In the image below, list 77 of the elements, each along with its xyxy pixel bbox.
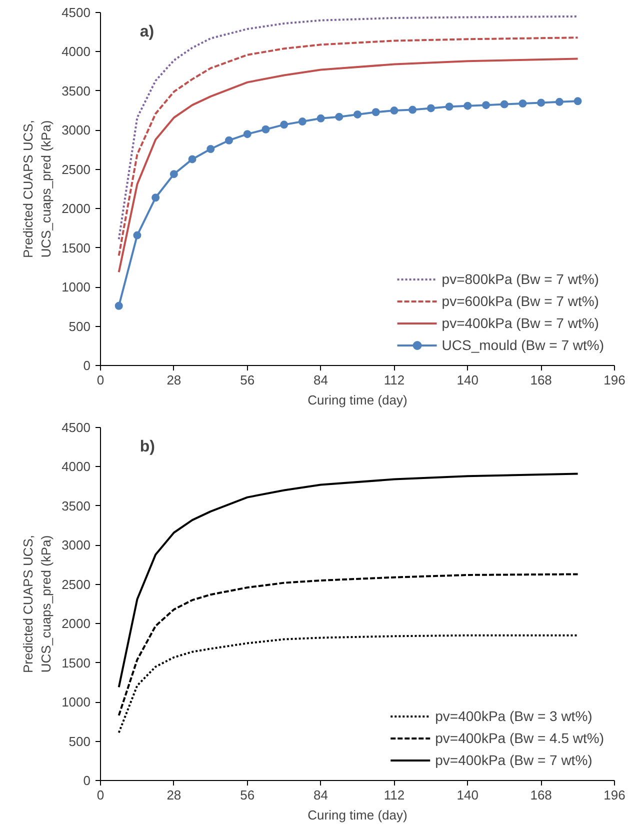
point <box>390 106 398 115</box>
point <box>372 108 380 116</box>
point <box>574 97 582 106</box>
point <box>426 104 435 112</box>
point <box>152 194 160 202</box>
legend-label: pv=400kPa (Bw = 4.5 wt%) <box>435 730 604 746</box>
point <box>482 101 490 110</box>
y-tick-label: 1000 <box>62 694 90 710</box>
y-tick-label: 2500 <box>62 162 90 177</box>
x-tick-label: 56 <box>240 372 255 388</box>
point <box>445 102 454 111</box>
point <box>243 130 252 138</box>
point <box>408 106 417 114</box>
point <box>188 155 196 164</box>
y-tick-label: 1500 <box>62 655 90 670</box>
point <box>500 100 508 108</box>
annotation: b) <box>140 438 155 456</box>
x-tick-label: 196 <box>604 372 626 388</box>
x-tick-label: 28 <box>166 372 182 388</box>
point <box>114 302 123 310</box>
point <box>518 100 527 108</box>
x-tick-label: 0 <box>96 788 104 802</box>
point <box>537 98 546 107</box>
y-tick-label: 1000 <box>62 280 90 295</box>
annotation: a) <box>140 24 154 40</box>
x-tick-label: 56 <box>240 788 255 802</box>
x-tick-label: 84 <box>314 788 328 802</box>
x-tick-label: 112 <box>384 788 405 802</box>
y-tick-label: 500 <box>68 734 91 749</box>
y-tick-label: 4000 <box>62 459 90 474</box>
point <box>555 98 564 106</box>
point <box>298 118 306 126</box>
legend-label: UCS_mould (Bw = 7 wt%) <box>442 337 604 353</box>
y-tick-label: 0 <box>83 358 91 373</box>
point <box>464 102 472 110</box>
point <box>280 120 288 129</box>
y-tick-label: 4500 <box>62 5 90 20</box>
x-tick-label: 28 <box>166 788 182 802</box>
legend-label: pv=400kPa (Bw = 3 wt%) <box>435 708 592 724</box>
legend-label: pv=800kPa (Bw = 7 wt%) <box>442 271 599 287</box>
y-tick-label: 3500 <box>62 498 90 514</box>
point <box>262 125 270 134</box>
x-axis-title: Curing time (day) <box>308 392 408 408</box>
x-tick-label: 0 <box>96 372 104 388</box>
y-tick-label: 2500 <box>62 576 90 592</box>
legend-label: pv=600kPa (Bw = 7 wt%) <box>442 293 599 309</box>
point <box>354 110 362 118</box>
y-tick-label: 500 <box>68 318 91 334</box>
y-tick-label: 3000 <box>62 538 90 553</box>
x-tick-label: 168 <box>530 372 552 388</box>
x-tick-label: 140 <box>456 372 478 388</box>
y-tick-label: 2000 <box>62 616 90 632</box>
y-tick-label: 2000 <box>62 201 90 216</box>
legend-label: pv=400kPa (Bw = 7 wt%) <box>442 315 599 331</box>
x-tick-label: 168 <box>530 788 552 802</box>
point <box>206 145 215 153</box>
x-axis-title: Curing time (day) <box>308 808 408 822</box>
y-tick-label: 3500 <box>62 83 90 98</box>
y-tick-label: 1500 <box>62 240 90 256</box>
y-axis-title: Predicted CUAPS UCS, UCS_cuaps_pred (kPa) <box>20 534 54 673</box>
point <box>225 136 233 144</box>
legend-label: pv=400kPa (Bw = 7 wt%) <box>435 752 592 768</box>
point <box>170 170 178 178</box>
y-tick-label: 4000 <box>62 44 90 60</box>
point <box>335 112 344 121</box>
x-tick-label: 84 <box>314 372 328 388</box>
line-series <box>118 472 579 688</box>
x-tick-label: 196 <box>604 788 626 802</box>
point <box>133 231 142 240</box>
point <box>316 114 325 122</box>
x-tick-label: 140 <box>456 788 478 802</box>
y-tick-label: 4500 <box>62 420 90 435</box>
x-tick-label: 112 <box>384 372 405 388</box>
y-tick-label: 3000 <box>62 122 90 138</box>
y-axis-title: Predicted CUAPS UCS, UCS_cuaps_pred (kPa) <box>20 120 54 258</box>
y-tick-label: 0 <box>83 773 91 788</box>
line-series <box>118 15 579 240</box>
